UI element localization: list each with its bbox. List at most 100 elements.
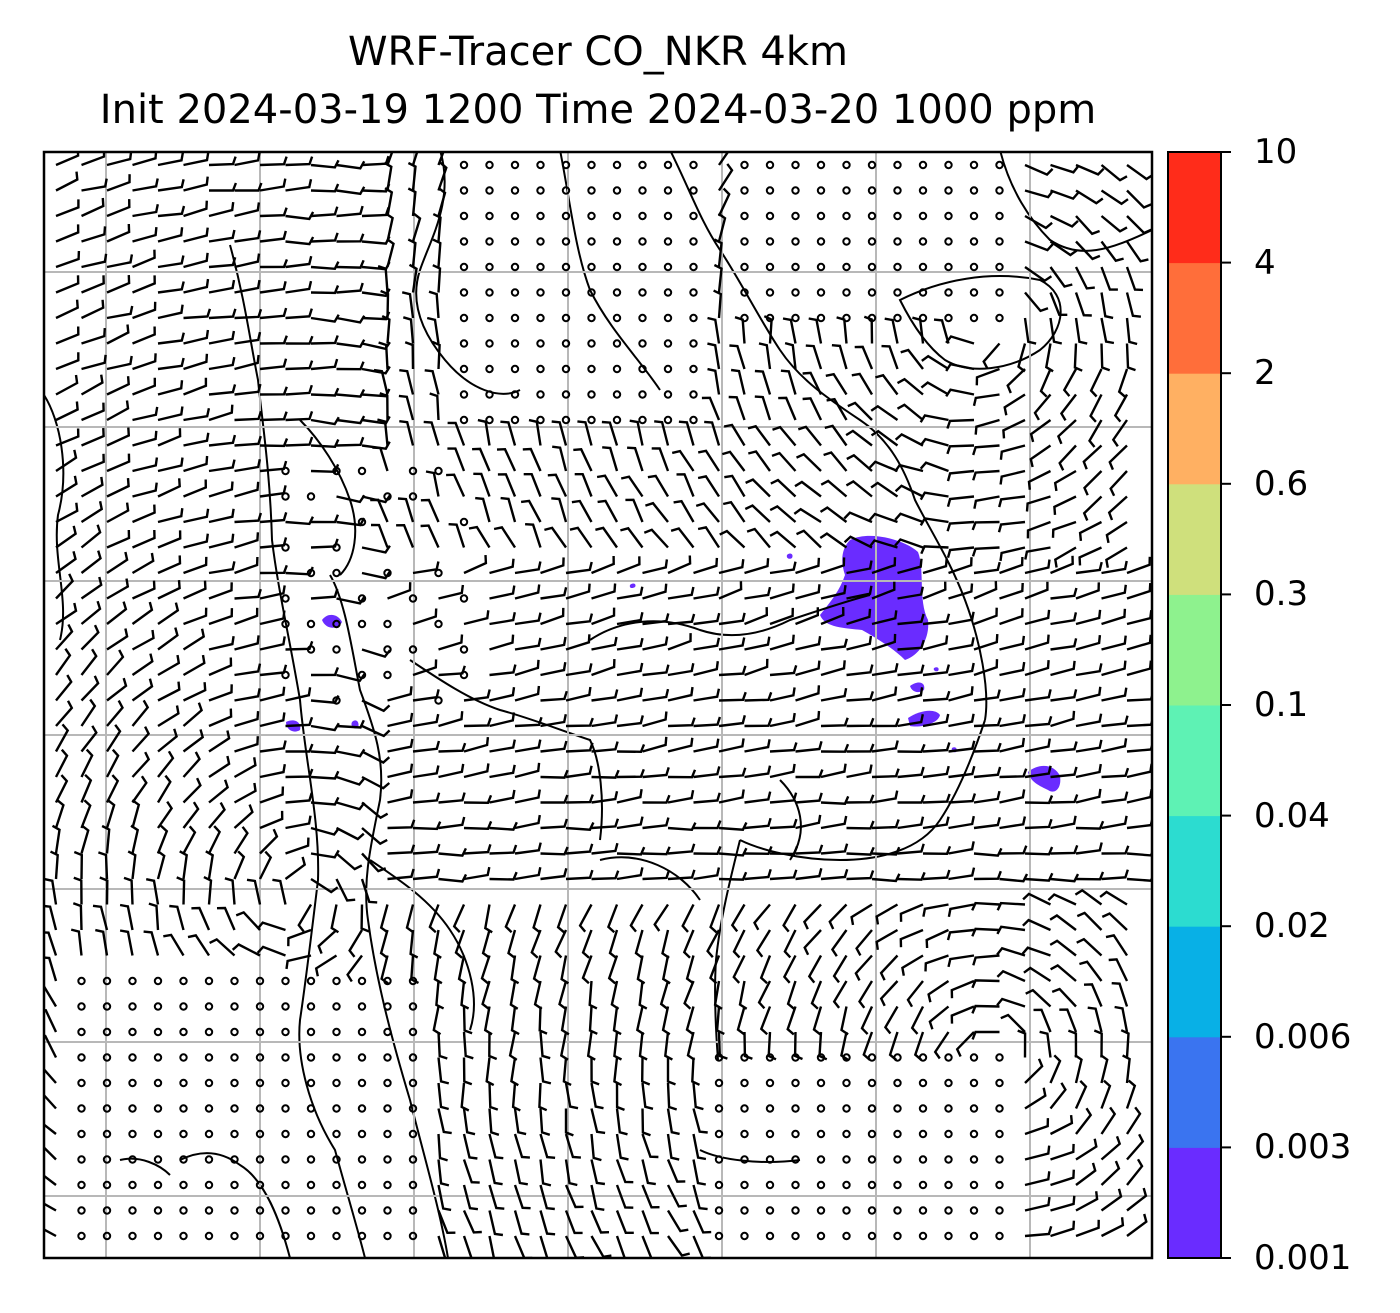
wind-barb xyxy=(1105,546,1128,568)
calm-wind-circle xyxy=(306,1155,316,1164)
wind-barb xyxy=(208,657,233,677)
calm-wind-circle xyxy=(893,1155,902,1164)
wind-barb xyxy=(310,588,339,600)
wind-barb xyxy=(183,152,210,167)
coastline-layer xyxy=(44,152,1152,1258)
wind-barb xyxy=(438,711,464,728)
wind-barb xyxy=(183,252,209,269)
wind-barb xyxy=(763,315,773,344)
wind-barb xyxy=(769,818,798,830)
wind-barb xyxy=(81,178,108,192)
wind-barb xyxy=(581,955,593,985)
wind-barb xyxy=(54,799,65,829)
wind-barb xyxy=(578,903,593,933)
wind-barb xyxy=(1108,958,1129,982)
wind-barb xyxy=(1075,739,1103,753)
wind-barb xyxy=(412,821,442,831)
wind-barb xyxy=(899,928,924,948)
calm-wind-circle xyxy=(561,364,571,374)
wind-barb xyxy=(1074,317,1088,345)
calm-wind-circle xyxy=(357,1155,367,1164)
wind-barb xyxy=(706,929,721,958)
wind-barb xyxy=(513,1210,530,1236)
wind-barb xyxy=(730,368,746,395)
calm-wind-circle xyxy=(995,160,1004,170)
wind-barb xyxy=(462,1184,479,1211)
wind-barb xyxy=(1024,581,1049,600)
wind-barb xyxy=(1075,163,1105,176)
calm-wind-circle xyxy=(510,390,520,399)
wind-barb xyxy=(463,555,488,575)
calm-wind-circle xyxy=(408,1155,418,1164)
calm-wind-circle xyxy=(842,186,851,195)
wind-barb xyxy=(820,638,848,651)
wind-barb xyxy=(1002,418,1026,439)
wind-barb xyxy=(1024,609,1051,626)
wind-barb xyxy=(336,233,365,243)
wind-barb xyxy=(460,980,470,1010)
wind-barb xyxy=(1029,444,1052,468)
calm-wind-circle xyxy=(204,1231,214,1241)
wind-barb xyxy=(999,556,1024,575)
calm-wind-circle xyxy=(485,160,494,170)
wind-barb xyxy=(871,717,901,728)
wind-barb xyxy=(717,212,727,242)
wind-barb xyxy=(920,545,949,555)
wind-barb xyxy=(463,866,491,881)
wind-barb xyxy=(514,762,541,779)
wind-barb xyxy=(843,511,873,524)
wind-barb xyxy=(693,845,722,856)
calm-wind-circle xyxy=(638,237,647,246)
wind-barb xyxy=(132,203,159,218)
wind-barb xyxy=(407,161,417,191)
calm-wind-circle xyxy=(791,1155,800,1164)
wind-barb xyxy=(832,954,848,984)
wind-barb xyxy=(1126,240,1149,263)
wind-barb xyxy=(420,524,440,548)
wind-barb xyxy=(1039,368,1052,398)
wind-barb xyxy=(693,792,721,804)
calm-wind-circle xyxy=(867,1231,877,1241)
wind-barb xyxy=(44,1228,57,1238)
wind-barb xyxy=(693,557,719,575)
wind-barb xyxy=(233,782,257,804)
wind-barb xyxy=(387,819,416,830)
calm-wind-circle xyxy=(536,211,545,221)
wind-barb xyxy=(795,769,824,779)
wind-barb xyxy=(514,739,542,753)
wind-barb xyxy=(921,354,950,371)
wind-barb xyxy=(1100,189,1129,206)
calm-wind-circle xyxy=(153,1104,163,1113)
wind-barb xyxy=(105,799,116,829)
wind-barb xyxy=(692,1108,708,1134)
wind-barb xyxy=(565,821,595,831)
wind-barb xyxy=(922,635,949,651)
wind-barb xyxy=(1126,634,1152,651)
calm-wind-circle xyxy=(459,364,469,374)
wind-barb xyxy=(157,555,182,575)
wind-barb xyxy=(948,713,975,728)
wind-barb xyxy=(922,816,950,830)
wind-barb xyxy=(208,481,234,498)
wind-barb xyxy=(1100,1217,1125,1238)
wind-barb xyxy=(565,663,593,677)
wind-barb xyxy=(948,637,975,651)
wind-barb xyxy=(523,473,542,497)
colorbar-band xyxy=(1168,926,1221,1038)
wind-barb xyxy=(564,1082,579,1110)
wind-barb xyxy=(999,768,1028,779)
calm-wind-circle xyxy=(128,1231,137,1241)
calm-wind-circle xyxy=(689,364,698,374)
wind-barb xyxy=(106,700,124,727)
wind-barb xyxy=(234,279,261,294)
wind-barb xyxy=(828,903,848,930)
wind-barb xyxy=(106,478,130,498)
calm-wind-circle xyxy=(944,1129,953,1139)
wind-barb xyxy=(1126,660,1152,677)
wind-barb xyxy=(80,524,102,549)
calm-wind-circle xyxy=(179,1206,188,1215)
wind-barb xyxy=(387,763,414,779)
calm-wind-circle xyxy=(357,594,367,603)
wind-barb xyxy=(999,546,1026,562)
wind-barb xyxy=(946,546,975,559)
